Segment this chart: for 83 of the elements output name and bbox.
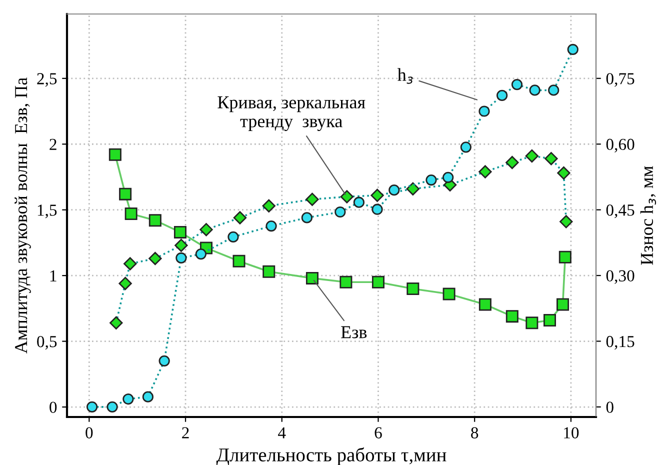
point [460,142,472,153]
point [142,391,154,402]
point [529,84,540,96]
point [353,196,365,208]
point [496,90,508,102]
point [200,222,213,236]
y2-tick-label: 0,75 [606,73,634,87]
point [567,44,578,56]
y2-tick-label: 0,60 [606,138,634,152]
annotation: Кривая, зеркальная тренду звука [218,96,366,132]
point [122,393,134,405]
y2-tick-label: 0,45 [606,204,634,218]
point [195,248,206,260]
point [526,316,538,330]
point [372,276,384,288]
point [110,316,123,330]
point [478,298,492,311]
point [340,190,354,204]
point [118,276,132,290]
point [124,257,137,270]
point [406,282,420,295]
point [370,188,384,202]
point [426,174,437,186]
y2-tick-label: 0 [606,402,614,413]
point [306,272,318,284]
point [478,106,490,117]
point [506,310,518,323]
x-tick-label: 2 [182,427,189,438]
point [119,188,132,200]
point [388,184,400,196]
point [556,298,570,311]
point [557,166,570,180]
point [262,265,276,278]
annotation: Eзв [341,326,367,338]
y-tick-label: 2 [50,138,56,150]
y-axis-title: Амплитуда звуковой волны Eзв, Па [14,78,31,354]
point [442,172,454,183]
point [158,355,170,366]
point [544,152,558,166]
point [86,401,98,412]
y2-tick-label: 0,15 [606,336,634,350]
point [525,149,539,163]
x-tick-label: 4 [278,427,286,438]
x-tick-label: 0 [86,427,93,438]
point [560,215,573,228]
point [478,165,492,178]
point [174,238,188,252]
point [334,206,346,218]
point [266,220,277,232]
point [232,254,246,268]
point [506,156,519,170]
point [148,252,162,266]
y-tick-label: 1 [50,270,56,282]
point [106,401,118,412]
y2-axis-title: Износ h$_{з}$, мм [640,166,656,265]
point [301,212,312,224]
y-tick-label: 1,5 [38,204,57,218]
point [558,250,572,264]
point [228,231,239,243]
point [148,214,162,227]
x-axis-title: Длительность работы τ,мин [216,447,446,465]
point [544,314,556,327]
y-tick-label: 2,5 [37,73,57,87]
point [340,276,352,288]
point [372,204,383,215]
point [174,226,186,238]
point [108,148,122,161]
point [548,84,560,96]
point [511,78,523,90]
y-tick-label: 0,5 [37,336,57,350]
point [176,252,187,264]
point [233,211,247,224]
point [306,192,319,206]
point [124,208,138,220]
y-tick-label: 0 [50,402,57,413]
x-tick-label: 10 [564,427,579,438]
y2-tick-label: 0,30 [606,270,634,284]
point [262,199,276,212]
x-tick-label: 8 [471,427,478,438]
x-tick-label: 6 [374,427,382,438]
point [442,288,456,300]
point [406,182,420,196]
annotation: h$_{з}$ [398,68,413,84]
